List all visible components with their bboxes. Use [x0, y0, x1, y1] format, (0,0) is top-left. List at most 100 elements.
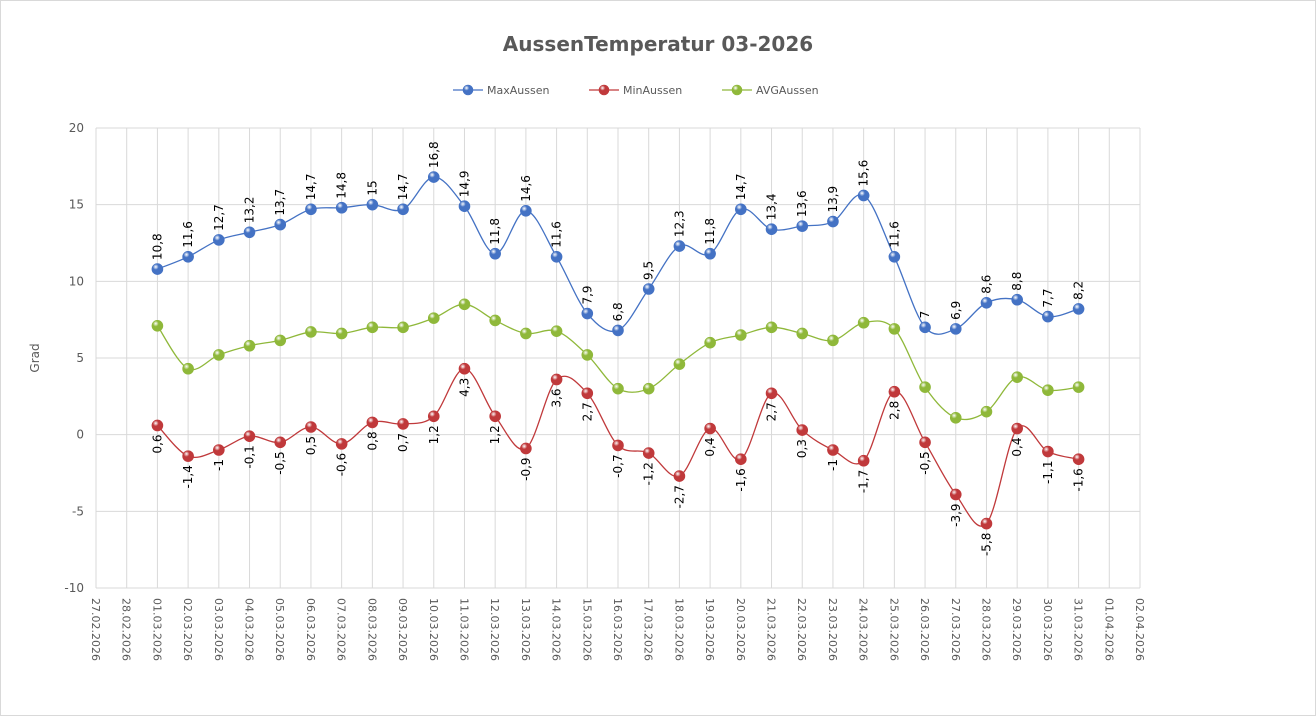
- data-point[interactable]: [888, 323, 901, 335]
- data-point[interactable]: [397, 418, 409, 430]
- data-point[interactable]: [305, 203, 317, 216]
- data-point[interactable]: [581, 307, 594, 320]
- data-point[interactable]: [980, 517, 993, 530]
- data-point[interactable]: [489, 247, 501, 260]
- data-point[interactable]: [735, 453, 747, 466]
- data-label: 2,7: [765, 402, 779, 421]
- data-point[interactable]: [550, 251, 563, 263]
- data-point[interactable]: [151, 319, 164, 332]
- data-point[interactable]: [213, 444, 225, 456]
- data-point[interactable]: [489, 314, 501, 327]
- data-point[interactable]: [335, 438, 348, 450]
- data-point[interactable]: [1042, 445, 1054, 458]
- data-point[interactable]: [550, 325, 563, 337]
- data-point[interactable]: [673, 358, 686, 370]
- data-point[interactable]: [366, 321, 379, 334]
- data-point[interactable]: [489, 410, 501, 423]
- data-point[interactable]: [857, 454, 870, 467]
- data-point[interactable]: [335, 327, 348, 340]
- data-point[interactable]: [458, 200, 471, 212]
- data-point[interactable]: [642, 283, 655, 295]
- data-point[interactable]: [857, 316, 870, 329]
- data-label: 0,3: [795, 439, 809, 458]
- data-point[interactable]: [427, 410, 440, 423]
- data-point[interactable]: [704, 247, 716, 260]
- data-point[interactable]: [397, 203, 409, 216]
- data-point[interactable]: [520, 327, 532, 340]
- data-point[interactable]: [827, 215, 839, 228]
- data-point[interactable]: [458, 298, 471, 311]
- data-point[interactable]: [1042, 384, 1054, 397]
- data-point[interactable]: [735, 329, 747, 341]
- data-point[interactable]: [949, 323, 962, 335]
- data-point[interactable]: [305, 421, 317, 433]
- x-tick-label: 19.03.2026: [703, 598, 716, 661]
- data-point[interactable]: [827, 334, 839, 347]
- data-point[interactable]: [397, 321, 409, 334]
- data-point[interactable]: [305, 326, 317, 338]
- data-point[interactable]: [919, 436, 931, 449]
- data-point[interactable]: [949, 488, 962, 501]
- data-point[interactable]: [765, 223, 778, 235]
- data-point[interactable]: [1011, 293, 1023, 306]
- data-point[interactable]: [857, 189, 870, 202]
- data-point[interactable]: [213, 234, 225, 246]
- data-point[interactable]: [151, 419, 164, 432]
- data-point[interactable]: [1072, 381, 1085, 393]
- data-label: -0,5: [273, 451, 287, 474]
- data-point[interactable]: [274, 334, 287, 347]
- data-point[interactable]: [673, 470, 686, 482]
- data-point[interactable]: [1011, 371, 1023, 383]
- data-point[interactable]: [949, 411, 962, 424]
- legend-item-MinAussen[interactable]: MinAussen: [589, 84, 682, 97]
- data-point[interactable]: [919, 321, 931, 334]
- legend-item-MaxAussen[interactable]: MaxAussen: [453, 84, 549, 97]
- data-point[interactable]: [642, 382, 655, 395]
- data-point[interactable]: [427, 312, 440, 324]
- data-point[interactable]: [642, 447, 655, 459]
- data-point[interactable]: [796, 220, 809, 232]
- data-point[interactable]: [1072, 453, 1085, 466]
- data-point[interactable]: [796, 424, 809, 436]
- data-point[interactable]: [765, 387, 778, 400]
- data-point[interactable]: [612, 324, 624, 337]
- data-point[interactable]: [827, 444, 839, 456]
- data-point[interactable]: [366, 198, 379, 211]
- data-point[interactable]: [427, 171, 440, 183]
- data-point[interactable]: [274, 436, 287, 449]
- data-point[interactable]: [458, 362, 471, 375]
- data-point[interactable]: [1072, 303, 1085, 315]
- data-point[interactable]: [1011, 422, 1023, 435]
- data-point[interactable]: [243, 430, 256, 443]
- data-point[interactable]: [888, 385, 901, 398]
- legend-item-AVGAussen[interactable]: AVGAussen: [722, 84, 819, 97]
- data-point[interactable]: [765, 321, 778, 334]
- data-point[interactable]: [704, 422, 716, 435]
- data-point[interactable]: [520, 205, 532, 217]
- data-point[interactable]: [182, 251, 194, 263]
- data-point[interactable]: [274, 218, 287, 231]
- data-point[interactable]: [919, 381, 931, 393]
- data-point[interactable]: [366, 416, 379, 429]
- data-point[interactable]: [673, 240, 686, 252]
- data-point[interactable]: [182, 362, 194, 375]
- data-point[interactable]: [980, 296, 993, 309]
- data-point[interactable]: [243, 339, 256, 352]
- data-point[interactable]: [796, 327, 809, 340]
- data-point[interactable]: [520, 442, 532, 455]
- data-point[interactable]: [612, 382, 624, 395]
- data-point[interactable]: [151, 263, 164, 275]
- data-point[interactable]: [980, 405, 993, 418]
- data-point[interactable]: [735, 203, 747, 216]
- data-point[interactable]: [581, 349, 594, 361]
- data-point[interactable]: [550, 373, 563, 386]
- data-point[interactable]: [581, 387, 594, 400]
- data-point[interactable]: [243, 226, 256, 239]
- data-point[interactable]: [1042, 310, 1054, 323]
- data-point[interactable]: [213, 349, 225, 361]
- data-point[interactable]: [182, 450, 194, 462]
- data-point[interactable]: [335, 201, 348, 214]
- data-point[interactable]: [704, 336, 716, 349]
- data-point[interactable]: [612, 439, 624, 452]
- data-point[interactable]: [888, 251, 901, 263]
